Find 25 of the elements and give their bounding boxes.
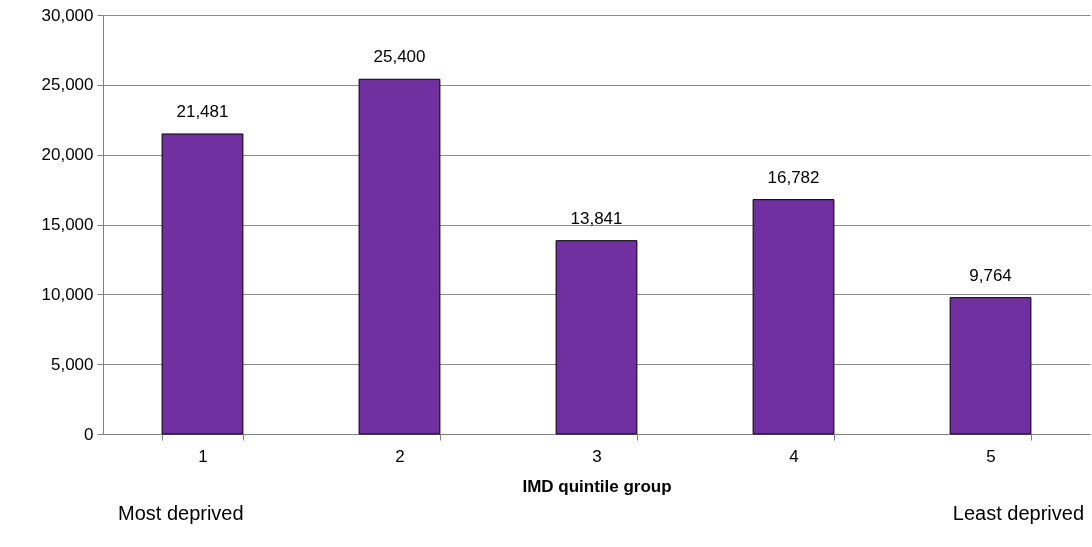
y-tick-label: 15,000 xyxy=(41,215,94,234)
text: Least deprived xyxy=(952,502,1084,524)
data-label: 9,764 xyxy=(969,265,1012,285)
y-tick-label: 10,000 xyxy=(41,284,94,304)
y-tick-label: 20,000 xyxy=(41,145,94,165)
text: Most deprived xyxy=(118,502,244,524)
data-label: 16,782 xyxy=(767,167,820,187)
y-tick-label: 25,000 xyxy=(41,75,94,95)
y-tick-label: 5,000 xyxy=(50,354,94,374)
data-label: 25,400 xyxy=(373,47,426,67)
x-tick-label: 4 xyxy=(789,446,799,466)
x-tick-label: 1 xyxy=(198,446,208,466)
x-tick-label: 5 xyxy=(986,446,996,466)
x-tick-label: 2 xyxy=(395,446,405,466)
y-tick-label: 0 xyxy=(84,424,94,444)
y-tick-label: 30,000 xyxy=(41,5,94,25)
x-axis-title: IMD quintile group xyxy=(522,476,672,496)
bar xyxy=(555,240,638,435)
data-label: 13,841 xyxy=(570,208,623,228)
x-tick-label: 3 xyxy=(592,446,602,466)
bar xyxy=(358,78,441,435)
data-label: 21,481 xyxy=(176,101,229,121)
bar xyxy=(949,297,1032,435)
bar xyxy=(752,199,835,435)
bar xyxy=(161,133,244,435)
